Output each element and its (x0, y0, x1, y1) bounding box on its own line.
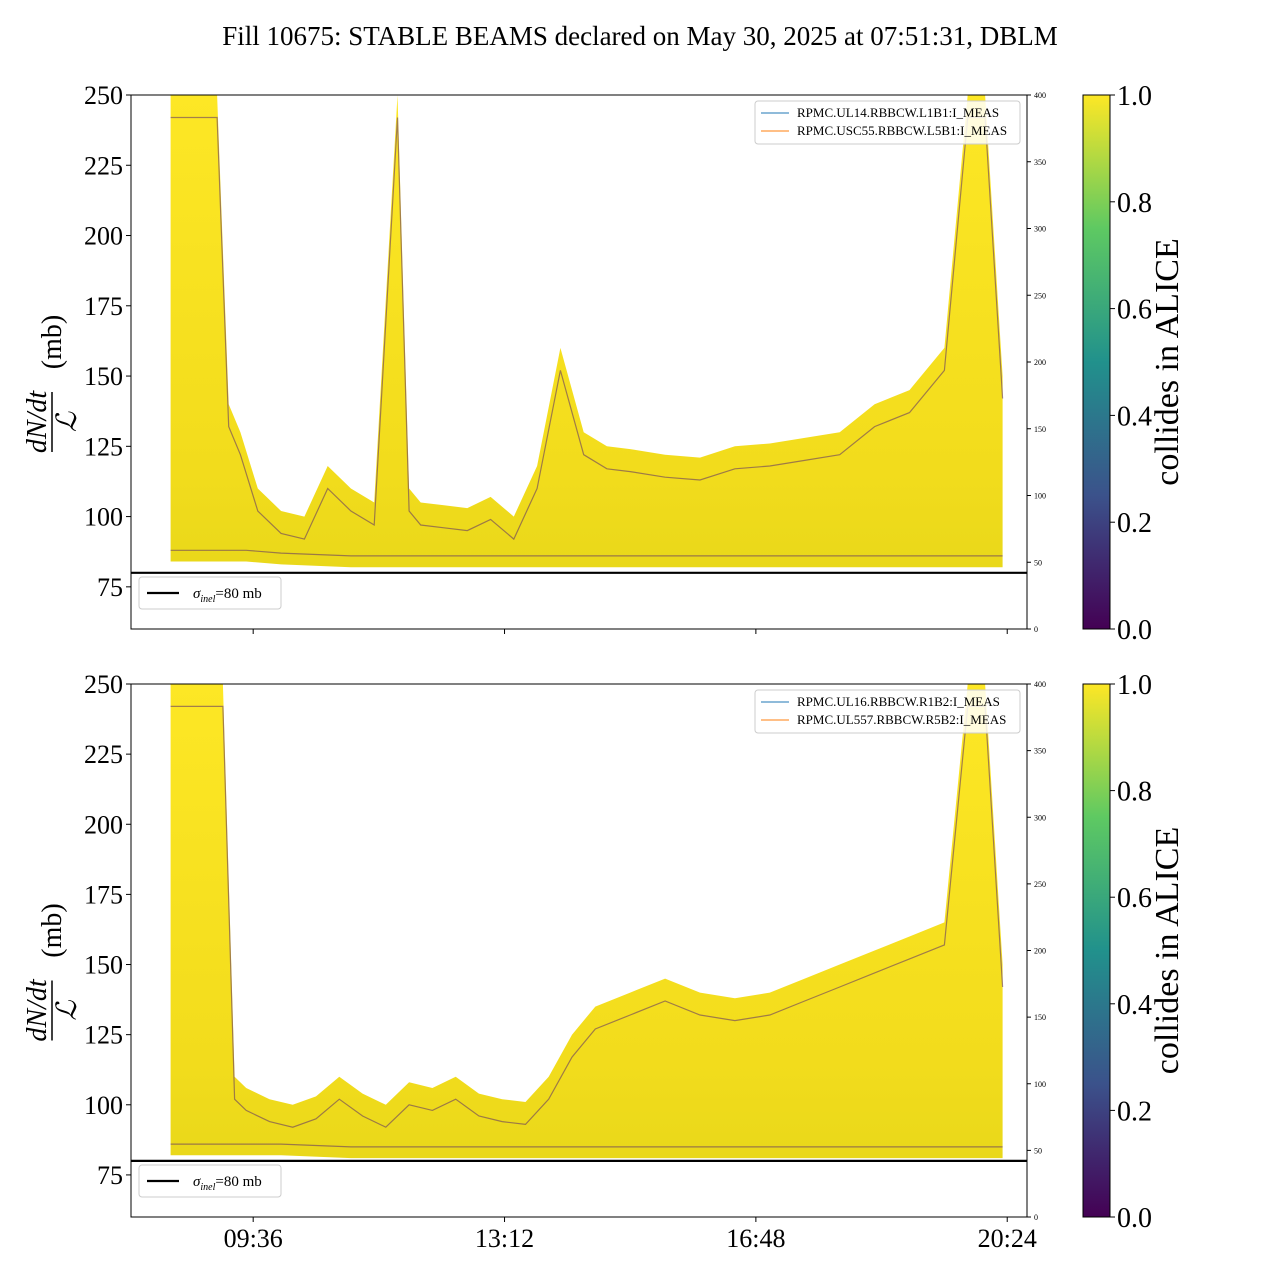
y-axis-label-denominator: ℒ (52, 1000, 83, 1021)
legend-entry: RPMC.UL14.RBBCW.L1B1:I_MEAS (797, 105, 999, 120)
sigma-value: =80 mb (215, 586, 261, 602)
y-axis-label-numerator: dN/dt (22, 978, 53, 1041)
colorbar: 0.0 0.2 0.4 0.6 0.8 1.0 collides in ALICE (1082, 670, 1186, 1234)
xtick-label: 09:36 (224, 1224, 283, 1253)
colorbar-tick-label: 0.8 (1117, 777, 1152, 808)
legend-entry: RPMC.UL16.RBBCW.R1B2:I_MEAS (797, 694, 1000, 709)
y-axis-label: dN/dt ℒ (mb) (22, 903, 83, 1041)
colorbar-tick-label: 1.0 (1117, 670, 1152, 701)
right-tick-label: 300 (1034, 225, 1046, 234)
right-tick-label: 150 (1034, 425, 1046, 434)
xtick-label: 20:24 (978, 1224, 1037, 1253)
right-tick-label: 400 (1034, 680, 1046, 689)
series-line-upper (170, 705, 1004, 1128)
ytick-label: 150 (84, 951, 123, 980)
colorbar-tick-label: 0.6 (1117, 295, 1152, 326)
right-tick-label: 50 (1034, 558, 1042, 567)
sigma-legend-label: σinel=80 mb (193, 1174, 262, 1193)
right-tick-label: 250 (1034, 880, 1046, 889)
sigma-subscript: inel (200, 1182, 215, 1193)
sigma-symbol: σ (193, 1174, 201, 1190)
colorbar-tick-label: 0.8 (1117, 188, 1152, 219)
ytick-label: 75 (97, 573, 123, 602)
chart-title: Fill 10675: STABLE BEAMS declared on May… (222, 21, 1058, 51)
sigma-subscript: inel (200, 594, 215, 605)
colorbar-tick-label: 0.2 (1117, 508, 1152, 539)
right-tick-label: 250 (1034, 291, 1046, 300)
series-line-upper (170, 116, 1004, 541)
xtick-label: 16:48 (726, 1224, 785, 1253)
ytick-label: 175 (84, 880, 123, 909)
right-tick-label: 400 (1034, 91, 1046, 100)
ytick-label: 125 (84, 432, 123, 461)
ytick-label: 100 (84, 503, 123, 532)
right-tick-label: 50 (1034, 1146, 1042, 1155)
colorbar-tick-label: 0.4 (1117, 401, 1152, 432)
legend-box (754, 100, 1021, 145)
y-axis-label: dN/dt ℒ (mb) (22, 315, 83, 453)
ytick-label: 250 (84, 670, 123, 699)
colorbar-tick-label: 1.0 (1117, 81, 1152, 112)
colorbar-label: collides in ALICE (1149, 238, 1186, 485)
xtick-label: 13:12 (475, 1224, 534, 1253)
y-axis-label-numerator: dN/dt (22, 390, 53, 453)
ytick-label: 75 (97, 1161, 123, 1190)
y-axis-label-unit: (mb) (37, 903, 68, 957)
ytick-label: 175 (84, 292, 123, 321)
ytick-label: 225 (84, 740, 123, 769)
ytick-label: 100 (84, 1091, 123, 1120)
right-tick-label: 350 (1034, 747, 1046, 756)
data-area (170, 95, 1003, 568)
panel-bottom: 75 100 125 150 175 200 225 250 0 50 100 150 200 250 30… (22, 670, 1186, 1253)
sigma-value: =80 mb (215, 1174, 261, 1190)
right-tick-label: 0 (1034, 1213, 1038, 1222)
right-tick-label: 100 (1034, 492, 1046, 501)
colorbar-tick-label: 0.6 (1117, 883, 1152, 914)
colorbar-tick-label: 0.4 (1117, 990, 1152, 1021)
sigma-symbol: σ (193, 586, 201, 602)
colorbar-gradient (1082, 94, 1111, 630)
colorbar-gradient (1082, 683, 1111, 1218)
series-line-lower (170, 1143, 1003, 1148)
data-area (170, 684, 1003, 1159)
right-tick-label: 300 (1034, 813, 1046, 822)
sigma-legend-label: σinel=80 mb (193, 586, 262, 605)
series-line-lower (170, 549, 1003, 557)
ytick-label: 200 (84, 810, 123, 839)
right-tick-label: 100 (1034, 1080, 1046, 1089)
y-axis-label-denominator: ℒ (52, 411, 83, 432)
legend-entry: RPMC.UL557.RBBCW.R5B2:I_MEAS (797, 712, 1006, 727)
right-tick-label: 350 (1034, 158, 1046, 167)
legend-entry: RPMC.USC55.RBBCW.L5B1:I_MEAS (797, 123, 1007, 138)
legend-box (754, 689, 1021, 734)
colorbar-tick-label: 0.0 (1117, 1203, 1152, 1234)
right-tick-label: 0 (1034, 625, 1038, 634)
sigma-legend-box (138, 1164, 282, 1198)
right-tick-label: 200 (1034, 947, 1046, 956)
colorbar: 0.0 0.2 0.4 0.6 0.8 1.0 collides in ALICE (1082, 81, 1186, 646)
ytick-label: 225 (84, 151, 123, 180)
ytick-label: 150 (84, 362, 123, 391)
colorbar-tick-label: 0.2 (1117, 1096, 1152, 1127)
right-tick-label: 200 (1034, 358, 1046, 367)
panel-top: 75 100 125 150 175 200 225 250 0 50 100 150 200 250 30… (22, 81, 1186, 646)
colorbar-label: collides in ALICE (1149, 827, 1186, 1074)
ytick-label: 200 (84, 222, 123, 251)
sigma-legend-box (138, 576, 282, 610)
ytick-label: 250 (84, 81, 123, 110)
colorbar-tick-label: 0.0 (1117, 615, 1152, 646)
right-tick-label: 150 (1034, 1013, 1046, 1022)
ytick-label: 125 (84, 1021, 123, 1050)
y-axis-label-unit: (mb) (37, 315, 68, 369)
